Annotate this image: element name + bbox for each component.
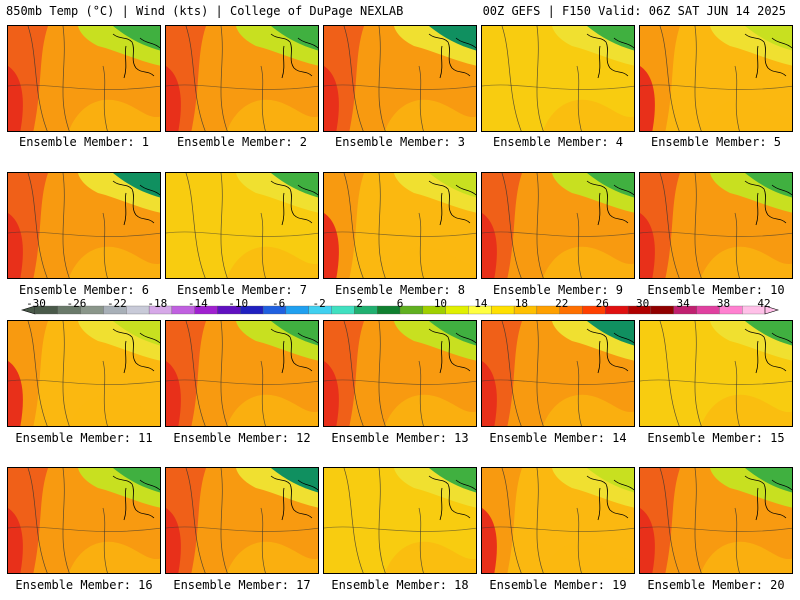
temperature-map — [8, 173, 160, 278]
colorbar-tick-label: 22 — [555, 297, 569, 310]
map-panel — [639, 172, 793, 279]
colorbar-swatch — [445, 305, 469, 315]
member-label: Ensemble Member: 12 — [173, 431, 311, 445]
temperature-map — [8, 468, 160, 573]
map-panel — [481, 467, 635, 574]
colorbar-tick-label: -26 — [66, 297, 87, 310]
temperature-map — [640, 468, 792, 573]
colorbar-tick-label: 38 — [716, 297, 731, 310]
map-panel — [7, 25, 161, 132]
map-panel — [165, 172, 319, 279]
temperature-map — [640, 173, 792, 278]
map-panel — [639, 25, 793, 132]
map-panel — [165, 320, 319, 427]
colorbar-tick-label: 2 — [356, 297, 363, 310]
temperature-map — [324, 173, 476, 278]
temperature-map — [482, 26, 634, 131]
member-label: Ensemble Member: 1 — [18, 135, 150, 149]
map-panel — [323, 320, 477, 427]
colorbar-swatch — [491, 305, 515, 315]
member-label: Ensemble Member: 6 — [18, 283, 150, 297]
temperature-map — [324, 468, 476, 573]
colorbar-tick-label: 34 — [676, 297, 690, 310]
temperature-map — [324, 26, 476, 131]
colorbar-tick-label: -14 — [187, 297, 208, 310]
colorbar-tick-label: -6 — [272, 297, 286, 310]
map-panel — [481, 25, 635, 132]
color-scale-bar — [20, 305, 780, 315]
map-panel — [323, 467, 477, 574]
temperature-map — [482, 468, 634, 573]
temperature-map — [166, 173, 318, 278]
map-panel — [7, 320, 161, 427]
member-label: Ensemble Member: 2 — [176, 135, 308, 149]
temperature-map — [482, 321, 634, 426]
colorbar-tick-label: 30 — [636, 297, 650, 310]
member-label: Ensemble Member: 8 — [334, 283, 466, 297]
map-panel — [165, 25, 319, 132]
temperature-map — [640, 26, 792, 131]
map-panel — [481, 320, 635, 427]
colorbar-tick-label: -10 — [228, 297, 249, 310]
member-label: Ensemble Member: 4 — [492, 135, 624, 149]
member-label: Ensemble Member: 9 — [492, 283, 624, 297]
model-valid-time: 00Z GEFS | F150 Valid: 06Z SAT JUN 14 20… — [482, 4, 786, 18]
map-panel — [165, 467, 319, 574]
map-panel — [639, 320, 793, 427]
temperature-map — [166, 321, 318, 426]
map-panel — [7, 467, 161, 574]
member-label: Ensemble Member: 3 — [334, 135, 466, 149]
colorbar-tick-label: 26 — [595, 297, 609, 310]
temperature-map — [640, 321, 792, 426]
temperature-map — [8, 26, 160, 131]
member-label: Ensemble Member: 14 — [489, 431, 627, 445]
colorbar-tick-label: -2 — [312, 297, 326, 310]
map-panel — [323, 25, 477, 132]
temperature-map — [8, 321, 160, 426]
colorbar-tick-label: -22 — [106, 297, 127, 310]
colorbar-swatch — [650, 305, 674, 315]
map-panel — [323, 172, 477, 279]
colorbar-swatch — [285, 305, 309, 315]
member-label: Ensemble Member: 17 — [173, 578, 311, 592]
temperature-map — [166, 468, 318, 573]
member-label: Ensemble Member: 7 — [176, 283, 308, 297]
colorbar-tick-label: 14 — [474, 297, 488, 310]
temperature-map — [166, 26, 318, 131]
colorbar-swatch — [399, 305, 423, 315]
member-label: Ensemble Member: 10 — [647, 283, 785, 297]
member-label: Ensemble Member: 19 — [489, 578, 627, 592]
member-label: Ensemble Member: 5 — [650, 135, 782, 149]
map-panel — [639, 467, 793, 574]
member-label: Ensemble Member: 13 — [331, 431, 469, 445]
temperature-map — [324, 321, 476, 426]
temperature-map — [482, 173, 634, 278]
colorbar-right-arrow — [764, 305, 780, 315]
colorbar-tick-label: 10 — [433, 297, 448, 310]
map-panel — [7, 172, 161, 279]
colorbar-tick-label: -30 — [26, 297, 46, 310]
map-panel — [481, 172, 635, 279]
map-title: 850mb Temp (°C) | Wind (kts) | College o… — [6, 4, 404, 18]
member-label: Ensemble Member: 18 — [331, 578, 469, 592]
colorbar-swatch — [331, 305, 355, 315]
member-label: Ensemble Member: 11 — [15, 431, 153, 445]
colorbar-tick-label: 6 — [396, 297, 404, 310]
colorbar-tick-label: -18 — [147, 297, 168, 310]
colorbar-tick-label: 18 — [514, 297, 528, 310]
member-label: Ensemble Member: 20 — [647, 578, 785, 592]
member-label: Ensemble Member: 16 — [15, 578, 153, 592]
colorbar-swatch — [126, 305, 150, 315]
member-label: Ensemble Member: 15 — [647, 431, 785, 445]
colorbar-tick-label: 42 — [757, 297, 771, 310]
